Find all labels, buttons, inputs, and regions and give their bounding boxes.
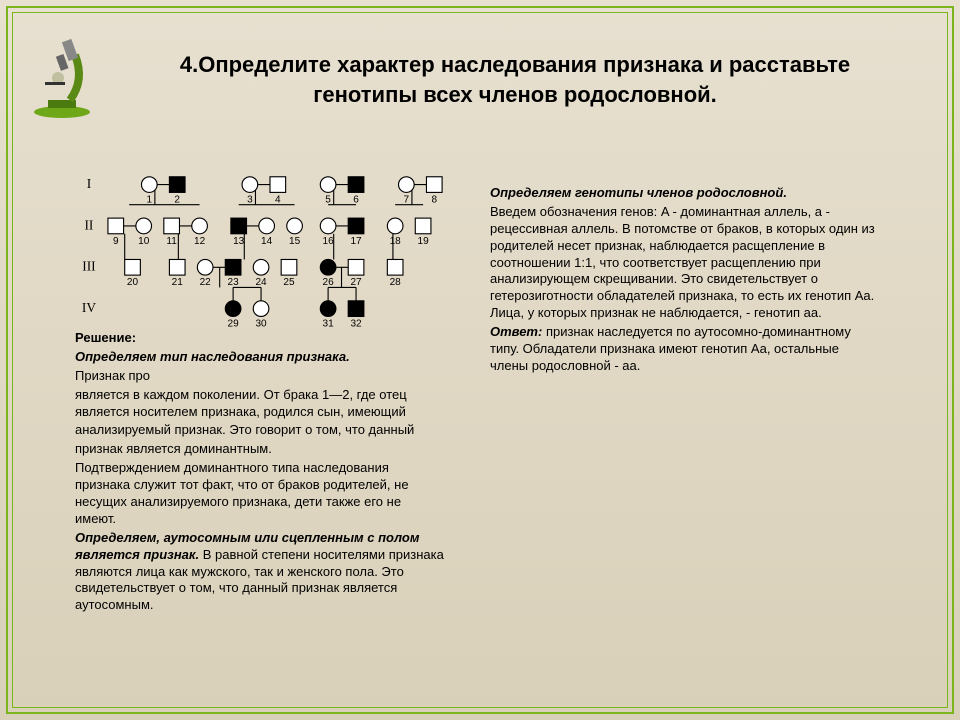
- answer-heading: Ответ:: [490, 324, 542, 339]
- svg-text:31: 31: [323, 319, 335, 328]
- svg-text:29: 29: [228, 319, 240, 328]
- svg-text:23: 23: [228, 277, 240, 288]
- svg-text:15: 15: [289, 236, 301, 247]
- svg-text:16: 16: [323, 236, 335, 247]
- solution-text: Подтверждением доминантного типа наследо…: [75, 460, 445, 528]
- svg-text:3: 3: [247, 194, 253, 205]
- svg-text:20: 20: [127, 277, 139, 288]
- svg-text:II: II: [84, 217, 93, 232]
- svg-text:27: 27: [350, 277, 362, 288]
- svg-text:9: 9: [113, 236, 119, 247]
- svg-text:6: 6: [353, 194, 359, 205]
- svg-text:28: 28: [390, 277, 402, 288]
- svg-text:24: 24: [255, 277, 267, 288]
- svg-text:19: 19: [418, 236, 430, 247]
- svg-text:IV: IV: [82, 300, 96, 315]
- microscope-icon: [30, 30, 95, 120]
- solution-text: является в каждом поколении. От брака 1—…: [75, 387, 445, 421]
- svg-text:12: 12: [194, 236, 206, 247]
- pedigree-chart: IIIIIIIV12345678910111213141516171819202…: [80, 160, 460, 310]
- svg-text:25: 25: [283, 277, 295, 288]
- svg-text:1: 1: [146, 194, 152, 205]
- svg-text:22: 22: [200, 277, 212, 288]
- solution-subheading-1: Определяем тип наследования признака.: [75, 349, 350, 364]
- svg-text:17: 17: [350, 236, 362, 247]
- genotypes-text: Введем обозначения генов: A - доминантна…: [490, 204, 880, 322]
- svg-text:7: 7: [404, 194, 410, 205]
- svg-text:2: 2: [174, 194, 180, 205]
- svg-text:18: 18: [390, 236, 402, 247]
- answer-text: признак наследуется по аутосомно-доминан…: [490, 324, 851, 373]
- solution-left-column: Решение: Определяем тип наследования при…: [75, 330, 445, 616]
- solution-right-column: Определяем генотипы членов родословной. …: [490, 185, 880, 377]
- svg-text:26: 26: [323, 277, 335, 288]
- svg-text:14: 14: [261, 236, 273, 247]
- solution-text: анализируемый признак. Это говорит о том…: [75, 422, 445, 439]
- svg-text:I: I: [87, 176, 91, 191]
- svg-text:8: 8: [431, 194, 437, 205]
- solution-heading: Решение:: [75, 330, 136, 345]
- svg-text:11: 11: [166, 236, 177, 247]
- svg-text:21: 21: [172, 277, 184, 288]
- svg-text:III: III: [82, 259, 95, 274]
- svg-text:4: 4: [275, 194, 281, 205]
- svg-text:13: 13: [233, 236, 245, 247]
- solution-text: признак является доминантным.: [75, 441, 445, 458]
- solution-text: Признак про: [75, 368, 445, 385]
- slide-title: 4.Определите характер наследования призн…: [130, 50, 900, 109]
- svg-text:10: 10: [138, 236, 150, 247]
- svg-text:30: 30: [255, 319, 267, 328]
- svg-text:5: 5: [325, 194, 331, 205]
- genotypes-heading: Определяем генотипы членов родословной.: [490, 185, 787, 200]
- svg-text:32: 32: [350, 319, 362, 328]
